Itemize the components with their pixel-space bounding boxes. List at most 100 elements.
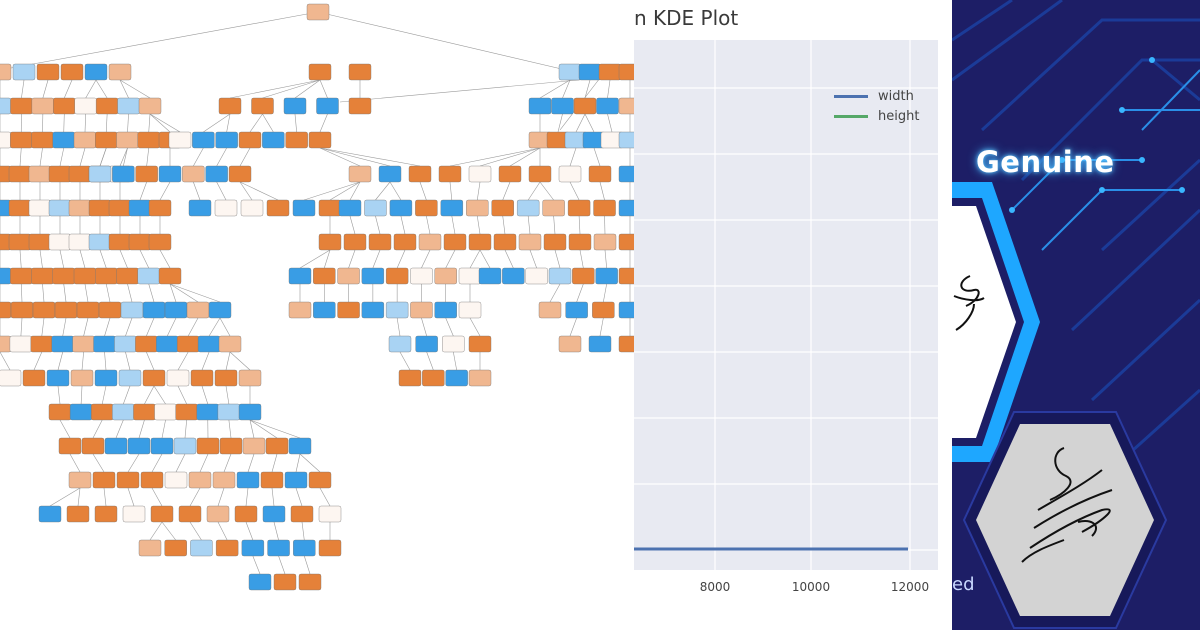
tree-edge	[104, 317, 111, 337]
tree-edge	[229, 79, 321, 99]
tree-node	[240, 199, 264, 217]
tree-node	[385, 267, 409, 285]
tree-edge	[225, 385, 230, 405]
tree-edge	[271, 487, 275, 507]
tree-node	[218, 97, 242, 115]
tree-node	[378, 165, 402, 183]
tree-edge	[69, 453, 81, 473]
tree-edge	[63, 113, 65, 133]
forged-label-partial: ed	[952, 574, 975, 595]
tree-edge	[216, 181, 227, 201]
tree-edge	[184, 419, 187, 439]
tree-edge	[63, 283, 67, 303]
tree-node	[76, 301, 100, 319]
tree-node	[318, 233, 342, 251]
tree-edge	[59, 419, 71, 439]
tree-edge	[557, 113, 563, 133]
tree-edge	[273, 521, 279, 541]
tree-node	[361, 301, 385, 319]
tree-node	[116, 131, 139, 149]
tree-node	[588, 335, 612, 353]
decision-tree-graph	[0, 3, 634, 591]
tree-edge	[249, 113, 263, 133]
tree-edge	[562, 79, 571, 99]
tree-edge	[349, 181, 361, 201]
tree-node	[188, 471, 212, 489]
tree-edge	[203, 113, 231, 133]
tree-edge	[81, 351, 84, 371]
tree-node	[445, 369, 468, 387]
x-tick-10000: 10000	[791, 580, 831, 594]
tree-node	[214, 369, 238, 387]
tree-edge	[502, 181, 511, 201]
tree-node	[478, 267, 502, 285]
tree-node	[88, 165, 112, 183]
tree-node	[308, 471, 332, 489]
tree-node	[196, 437, 220, 455]
tree-edge	[229, 351, 251, 371]
tree-node	[164, 471, 188, 489]
tree-node	[573, 97, 597, 115]
tree-node	[313, 301, 336, 319]
tree-edge	[299, 249, 331, 269]
tree-node	[385, 301, 409, 319]
tree-edge	[396, 249, 406, 269]
tree-node	[418, 233, 442, 251]
tree-node	[92, 471, 116, 489]
tree-edge	[451, 215, 456, 235]
tree-edge	[295, 487, 303, 507]
tree-edge	[149, 521, 163, 541]
tree-node	[108, 233, 132, 251]
tree-node	[288, 301, 312, 319]
tree-node	[298, 573, 322, 591]
tree-node	[215, 131, 238, 149]
tree-node	[116, 267, 139, 285]
tree-node	[567, 199, 591, 217]
tree-edge	[79, 249, 86, 269]
tree-edge	[189, 521, 202, 541]
tree-edge	[372, 249, 381, 269]
tree-node	[137, 267, 160, 285]
tree-edge	[262, 113, 274, 133]
tree-edge	[83, 317, 89, 337]
tree-edge	[161, 419, 166, 439]
tree-node	[8, 165, 32, 183]
tree-node	[288, 437, 312, 455]
tree-edge	[303, 181, 361, 201]
tree-node	[618, 131, 634, 149]
tree-edge	[119, 79, 151, 99]
tree-node	[442, 335, 465, 353]
tree-edge	[161, 521, 176, 541]
tree-node	[10, 97, 33, 115]
tree-node	[10, 131, 33, 149]
tree-edge	[119, 249, 128, 269]
tree-edge	[299, 453, 321, 473]
tree-edge	[216, 147, 227, 167]
tree-node	[318, 539, 342, 557]
tree-node	[434, 301, 457, 319]
tree-edge	[348, 249, 356, 269]
tree-edge	[123, 385, 131, 405]
tree-node	[68, 471, 92, 489]
tree-edge	[95, 79, 108, 99]
tree-edge	[80, 385, 83, 405]
tree-node	[168, 131, 192, 149]
tree-edge	[79, 147, 86, 167]
tree-node	[596, 97, 619, 115]
tree-edge	[245, 487, 249, 507]
tree-node	[308, 63, 332, 81]
tree-edge	[208, 317, 221, 337]
tree-node	[388, 335, 412, 353]
tree-node	[88, 199, 112, 217]
tree-edge	[219, 317, 231, 337]
tree-node	[196, 403, 219, 421]
tree-node	[188, 199, 212, 217]
tree-node	[598, 63, 622, 81]
tree-edge	[301, 521, 305, 541]
tree-edge	[62, 317, 67, 337]
tree-edge	[396, 317, 401, 337]
tree-node	[551, 97, 574, 115]
tree-node	[30, 335, 54, 353]
tree-node	[150, 505, 174, 523]
tree-edge	[584, 79, 591, 99]
